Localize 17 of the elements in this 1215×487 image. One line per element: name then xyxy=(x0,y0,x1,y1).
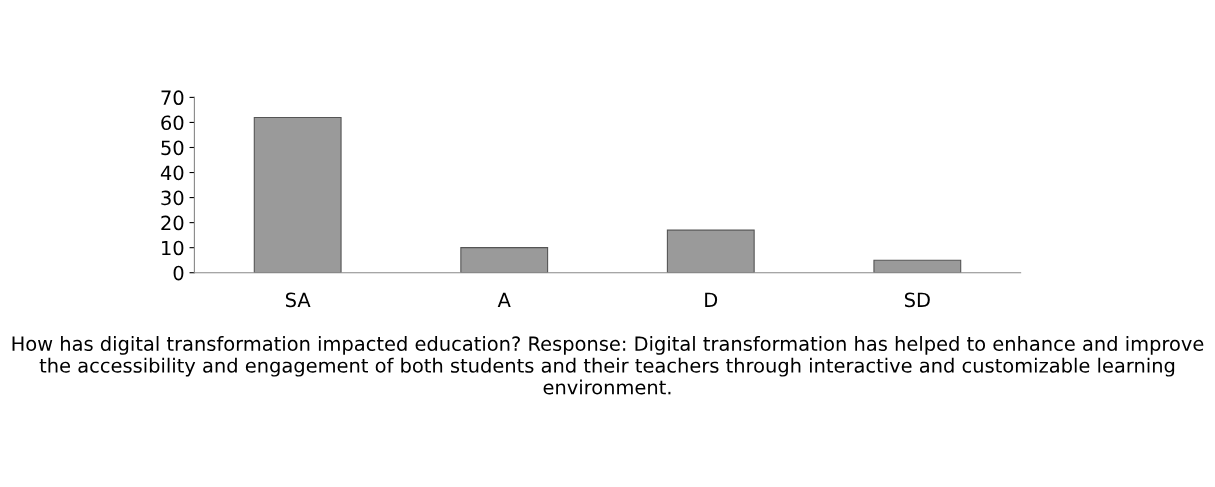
x-tick-label: D xyxy=(705,292,718,307)
x-axis-title: How has digital transformation impacted education? Response: Digital transformation has helped to enhance and improve the accessibility and engagement of both students and their teachers through interactive and customizable learning environment. xyxy=(12,335,1204,395)
y-tick-label: 70 xyxy=(161,90,184,106)
bar xyxy=(460,247,549,273)
y-tick-label: 60 xyxy=(161,115,184,131)
x-tick-label: SD xyxy=(904,292,930,308)
y-tick-label: 30 xyxy=(161,190,184,206)
y-tick-label: 40 xyxy=(160,165,184,181)
y-tick-label: 50 xyxy=(161,140,184,156)
x-tick-label: SA xyxy=(285,292,311,308)
y-tick-label: 10 xyxy=(162,240,184,256)
bar xyxy=(873,259,962,273)
x-tick-label: A xyxy=(497,292,511,307)
y-tick-label: 20 xyxy=(161,215,184,231)
bar xyxy=(253,116,342,273)
bar xyxy=(666,229,755,273)
y-tick-label: 0 xyxy=(173,265,184,281)
